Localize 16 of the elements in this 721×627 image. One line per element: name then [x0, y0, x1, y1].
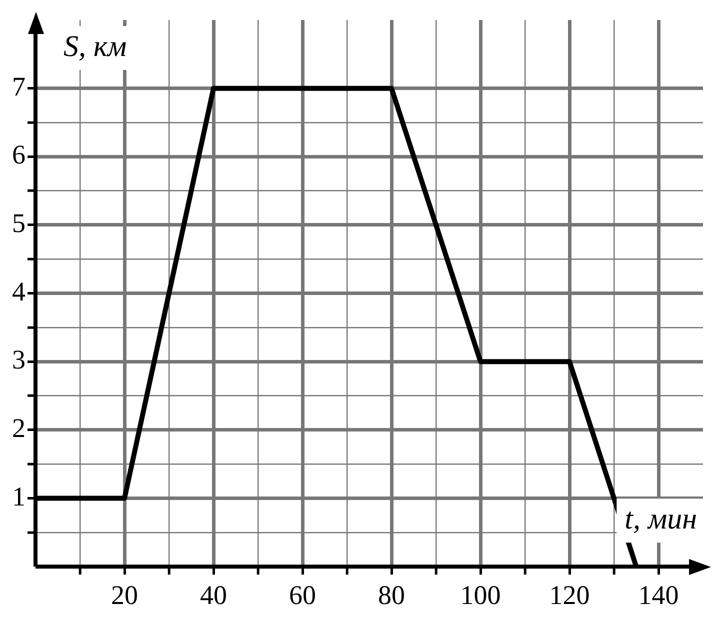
- y-tick-label: 6: [12, 140, 26, 170]
- y-axis-title: S, км: [64, 30, 127, 63]
- y-tick-label: 3: [12, 344, 26, 375]
- x-tick-label: 80: [378, 580, 405, 610]
- y-tick-label: 2: [12, 413, 26, 444]
- x-axis-title: t, мин: [624, 502, 698, 536]
- y-tick-label: 5: [12, 208, 26, 238]
- x-tick-label: 140: [638, 580, 679, 610]
- y-tick-label: 1: [12, 481, 26, 512]
- x-tick-label: 40: [200, 580, 227, 610]
- x-tick-label: 100: [460, 580, 501, 610]
- x-tick-label: 60: [289, 580, 316, 610]
- x-tick-label: 120: [549, 580, 590, 610]
- y-tick-label: 7: [12, 71, 26, 102]
- x-tick-label: 20: [111, 580, 138, 610]
- y-tick-label: 4: [12, 276, 26, 306]
